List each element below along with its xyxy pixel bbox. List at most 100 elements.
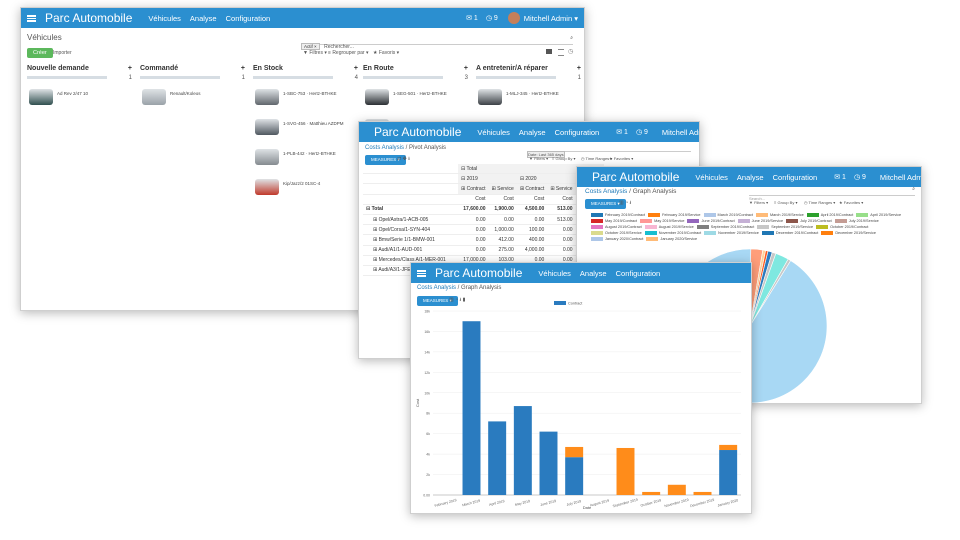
bar[interactable] bbox=[693, 491, 712, 495]
chevron-down-icon[interactable]: ▾ bbox=[572, 13, 578, 23]
filters-dropdown[interactable]: ▼ Filtres ▾ bbox=[303, 50, 327, 56]
add-card-icon[interactable]: + bbox=[576, 65, 581, 72]
vehicle-card[interactable]: Ad Rev 2/47 10 bbox=[27, 87, 132, 113]
legend-item[interactable]: May 2019/Service bbox=[640, 219, 684, 223]
favorites-dropdown[interactable]: ★ Favorites ▾ bbox=[609, 156, 634, 161]
list-view-icon[interactable] bbox=[558, 49, 564, 56]
legend-item[interactable]: November 2019/Service bbox=[704, 231, 759, 235]
menu-configuration[interactable]: Configuration bbox=[225, 13, 271, 23]
pivot-header-year[interactable]: ⊟ 2019 bbox=[458, 173, 517, 185]
bar[interactable] bbox=[667, 484, 686, 495]
pivot-row-header[interactable]: ⊞ Bmw/Serie 1/1-BMW-001 bbox=[363, 234, 459, 246]
pivot-header-type[interactable]: ⊞ Service bbox=[547, 183, 576, 195]
pivot-row-header[interactable]: ⊞ Opel/Astra/1-ACB-005 bbox=[363, 214, 459, 226]
legend-item[interactable]: January 2020/Service bbox=[646, 237, 697, 241]
time-ranges-dropdown[interactable]: ◷ Time Ranges ▾ bbox=[804, 200, 836, 205]
column-title[interactable]: Commandé bbox=[140, 65, 179, 72]
favorites-dropdown[interactable]: ★ Favoris ▾ bbox=[373, 50, 400, 56]
add-card-icon[interactable]: + bbox=[463, 65, 468, 72]
column-title[interactable]: En Stock bbox=[253, 65, 283, 72]
messages-icon[interactable]: ✉ 1 bbox=[616, 129, 628, 136]
user-menu[interactable]: Mitchell Admin bbox=[661, 127, 699, 137]
search-icon[interactable]: ⌕ bbox=[912, 186, 915, 192]
bar[interactable] bbox=[539, 431, 558, 495]
bar[interactable] bbox=[719, 444, 738, 451]
legend-item[interactable]: August 2019/Contract bbox=[591, 225, 642, 229]
menu-configuration[interactable]: Configuration bbox=[772, 172, 818, 182]
user-menu[interactable]: Mitchell Admin bbox=[523, 13, 573, 23]
pivot-row-header[interactable]: ⊞ Opel/Corsa/1-SYN-404 bbox=[363, 224, 459, 236]
vehicle-card[interactable]: 1-SVG-456 · Matthieu AZDPM bbox=[253, 117, 358, 143]
search-bar[interactable]: Date: Last 365 days bbox=[527, 143, 691, 158]
filters-dropdown[interactable]: ▼ Filters ▾ bbox=[529, 156, 549, 161]
legend-item[interactable]: March 2019/Service bbox=[756, 213, 804, 217]
column-title[interactable]: A entretenir/A réparer bbox=[476, 65, 548, 72]
legend-item[interactable]: July 2019/Service bbox=[834, 219, 879, 223]
pivot-row[interactable]: ⊞ Audi/A1/1-AUD-001 0.00 275.00 4,000.00 0.0… bbox=[363, 245, 604, 256]
messages-icon[interactable]: ✉ 1 bbox=[834, 174, 846, 181]
measures-button[interactable]: MEASURES ▾ bbox=[365, 155, 406, 165]
menu-vehicles[interactable]: Véhicules bbox=[695, 172, 728, 182]
bar[interactable] bbox=[513, 406, 532, 495]
avatar[interactable] bbox=[507, 12, 520, 24]
legend-item[interactable]: August 2019/Service bbox=[644, 225, 694, 229]
legend-item[interactable]: February 2019/Contract bbox=[591, 213, 645, 217]
column-title[interactable]: En Route bbox=[363, 65, 394, 72]
bar[interactable] bbox=[719, 450, 738, 495]
legend-item[interactable]: June 2019/Service bbox=[737, 219, 783, 223]
activities-icon[interactable]: ◷ 9 bbox=[485, 15, 498, 22]
kanban-view-icon[interactable] bbox=[546, 49, 552, 54]
legend-item[interactable]: December 2019/Service bbox=[821, 231, 876, 235]
pivot-row[interactable]: ⊞ Bmw/Serie 1/1-BMW-001 0.00 412.00 400.00 0… bbox=[363, 234, 604, 246]
legend-label[interactable]: Contract bbox=[568, 302, 583, 306]
menu-vehicles[interactable]: Véhicules bbox=[477, 127, 510, 137]
activity-view-icon[interactable]: ◷ bbox=[568, 49, 574, 55]
search-bar[interactable]: Actif × Rechercher... ⌕ bbox=[301, 35, 573, 50]
pivot-row[interactable]: ⊟ Total17,600.001,900.004,500.00513.0024… bbox=[363, 204, 604, 215]
vehicle-card[interactable]: 1-SEG-501 · Hertz-BTHKE bbox=[363, 87, 468, 113]
group-by-dropdown[interactable]: ≡ Regrouper par ▾ bbox=[328, 50, 369, 56]
menu-analyse[interactable]: Analyse bbox=[518, 127, 546, 137]
vehicle-card[interactable]: Renault/Koleos bbox=[140, 87, 245, 113]
menu-analyse[interactable]: Analyse bbox=[736, 172, 764, 182]
breadcrumb-link[interactable]: Costs Analysis bbox=[365, 145, 405, 151]
pivot-header-type[interactable]: ⊞ Contract bbox=[516, 183, 548, 195]
column-title[interactable]: Nouvelle demande bbox=[27, 65, 89, 72]
breadcrumb-link[interactable]: Costs Analysis bbox=[585, 188, 628, 195]
messages-icon[interactable]: ✉ 1 bbox=[466, 15, 478, 22]
add-card-icon[interactable]: + bbox=[127, 65, 132, 72]
measures-button[interactable]: MEASURES ▾ bbox=[585, 199, 626, 209]
menu-vehicles[interactable]: Véhicules bbox=[538, 268, 571, 278]
legend-item[interactable]: November 2019/Contract bbox=[644, 231, 701, 235]
search-input[interactable]: Rechercher... bbox=[324, 44, 354, 50]
pivot-header-type[interactable]: ⊞ Contract bbox=[458, 183, 489, 195]
favorites-dropdown[interactable]: ★ Favorites ▾ bbox=[839, 200, 864, 205]
legend-item[interactable]: September 2019/Contract bbox=[696, 225, 754, 229]
legend-item[interactable]: April 2019/Contract bbox=[806, 213, 853, 217]
vehicle-card[interactable]: Kip/Jazz/2 01SC-4 bbox=[253, 177, 358, 203]
legend-item[interactable]: April 2019/Service bbox=[856, 213, 901, 217]
group-by-dropdown[interactable]: ≡ Group By ▾ bbox=[552, 156, 576, 161]
breadcrumb-link[interactable]: Costs Analysis bbox=[417, 285, 457, 291]
flip-axis-icon[interactable]: ⇄ ✥ ⭳ bbox=[397, 156, 410, 162]
legend-item[interactable]: July 2019/Contract bbox=[786, 219, 832, 223]
pivot-header-year[interactable]: ⊟ 2020 bbox=[516, 173, 576, 185]
search-facet[interactable]: Actif × bbox=[301, 43, 320, 50]
activities-icon[interactable]: ◷ 9 bbox=[853, 174, 866, 181]
legend-item[interactable]: October 2019/Service bbox=[591, 231, 642, 235]
activities-icon[interactable]: ◷ 9 bbox=[635, 129, 648, 136]
vehicle-card[interactable]: 1-PLB-442 · Hertz-BTHKE bbox=[253, 147, 358, 173]
menu-analyse[interactable]: Analyse bbox=[189, 13, 217, 23]
search-facet[interactable]: Date: Last 365 days bbox=[527, 151, 565, 158]
pivot-row-header[interactable]: ⊞ Audi/A1/1-AUD-001 bbox=[363, 245, 459, 256]
import-button[interactable]: Importer bbox=[53, 50, 72, 56]
legend-item[interactable]: May 2019/Contract bbox=[591, 219, 637, 223]
bar[interactable] bbox=[488, 421, 507, 495]
bar[interactable] bbox=[565, 457, 584, 495]
filters-dropdown[interactable]: ▼ Filters ▾ bbox=[749, 200, 769, 205]
menu-analyse[interactable]: Analyse bbox=[579, 268, 607, 278]
vehicle-card[interactable]: 1-MLJ-345 · Hertz-BTHKE bbox=[476, 87, 581, 113]
pivot-row[interactable]: ⊞ Opel/Astra/1-ACB-005 0.00 0.00 0.00 513.00… bbox=[363, 214, 604, 226]
add-card-icon[interactable]: + bbox=[353, 65, 358, 72]
bar[interactable] bbox=[642, 491, 661, 495]
